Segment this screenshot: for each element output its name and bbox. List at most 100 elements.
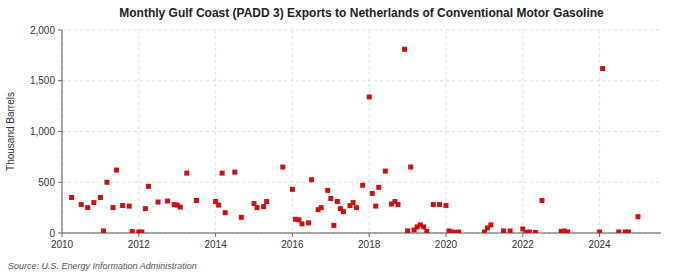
point — [533, 230, 538, 233]
point — [325, 188, 330, 193]
title: Monthly Gulf Coast (PADD 3) Exports to N… — [119, 6, 604, 20]
x-axis-line — [62, 233, 661, 234]
y-tick-label: 1,500 — [30, 75, 55, 86]
point — [85, 205, 90, 210]
point — [98, 195, 103, 200]
y-axis-line — [62, 30, 63, 233]
point — [120, 203, 125, 208]
point — [527, 229, 532, 233]
y-grid-line — [62, 233, 661, 234]
point — [184, 171, 189, 176]
point — [143, 206, 148, 211]
point — [114, 168, 119, 173]
point — [139, 229, 144, 233]
y-axis-label: Thousand Barrels — [5, 92, 16, 171]
x-tick-label: 2024 — [588, 239, 611, 250]
x-tick-label: 2012 — [128, 239, 151, 250]
y-grid-line — [62, 131, 661, 132]
x-grid-line — [62, 30, 63, 233]
point — [341, 209, 346, 214]
point — [395, 202, 400, 207]
y-tick — [58, 80, 62, 81]
point — [331, 223, 336, 228]
source: Source: U.S. Energy Information Administ… — [8, 261, 197, 271]
point — [101, 228, 106, 233]
x-grid-line — [369, 30, 370, 233]
y-grid-line — [62, 30, 661, 31]
x-grid-line — [445, 30, 446, 233]
point — [354, 205, 359, 210]
point — [264, 199, 269, 204]
point — [261, 204, 266, 209]
point — [155, 200, 160, 205]
x-tick — [522, 233, 523, 237]
x-tick — [599, 233, 600, 237]
point — [280, 165, 285, 170]
x-tick — [138, 233, 139, 237]
point — [69, 195, 74, 200]
point — [328, 196, 333, 201]
point — [223, 210, 228, 215]
point — [508, 228, 513, 233]
axes: 05001,0001,5002,000201020122014201620182… — [30, 25, 661, 251]
point — [367, 94, 372, 99]
point — [220, 171, 225, 176]
x-tick-label: 2018 — [358, 239, 381, 250]
x-tick-label: 2016 — [281, 239, 304, 250]
x-tick — [215, 233, 216, 237]
x-tick — [292, 233, 293, 237]
point — [635, 214, 640, 219]
point — [335, 199, 340, 204]
y-tick — [58, 131, 62, 132]
y-tick — [58, 30, 62, 31]
point — [216, 203, 221, 208]
point — [424, 229, 429, 233]
point — [104, 180, 109, 185]
point — [370, 191, 375, 196]
point — [351, 200, 356, 205]
point — [443, 203, 448, 208]
point — [408, 165, 413, 170]
point — [565, 229, 570, 233]
point — [373, 204, 378, 209]
point — [255, 205, 260, 210]
point — [178, 205, 183, 210]
point — [383, 169, 388, 174]
y-tick-label: 0 — [49, 228, 55, 239]
chart: Monthly Gulf Coast (PADD 3) Exports to N… — [0, 0, 675, 275]
point — [165, 199, 170, 204]
points — [69, 47, 640, 233]
point — [130, 229, 135, 233]
y-grid-line — [62, 80, 661, 81]
point — [421, 224, 426, 229]
x-tick — [62, 233, 63, 237]
x-grid-line — [599, 30, 600, 233]
point — [597, 229, 602, 233]
point — [127, 204, 132, 209]
point — [319, 205, 324, 210]
point — [539, 198, 544, 203]
point — [91, 200, 96, 205]
y-tick — [58, 233, 62, 234]
point — [306, 220, 311, 225]
point — [299, 221, 304, 226]
x-grid-line — [138, 30, 139, 233]
point — [309, 177, 314, 182]
point — [626, 229, 631, 233]
grid — [62, 30, 661, 233]
y-grid-line — [62, 182, 661, 183]
point — [79, 202, 84, 207]
x-tick-label: 2022 — [512, 239, 535, 250]
point — [360, 183, 365, 188]
point — [501, 228, 506, 233]
x-tick — [369, 233, 370, 237]
point — [488, 222, 493, 227]
x-tick — [445, 233, 446, 237]
y-tick-label: 500 — [38, 177, 55, 188]
point — [290, 187, 295, 192]
point — [402, 47, 407, 52]
y-tick-label: 1,000 — [30, 126, 55, 137]
x-tick-label: 2014 — [204, 239, 227, 250]
point — [146, 184, 151, 189]
point — [431, 202, 436, 207]
